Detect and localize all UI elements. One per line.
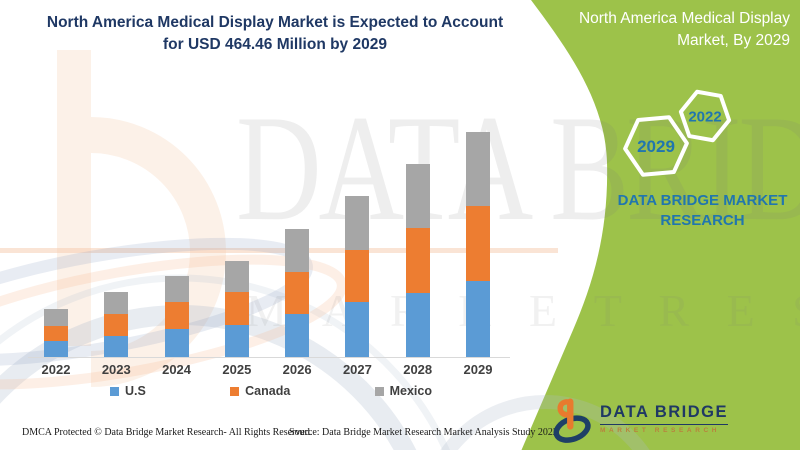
footer-dmca-text: DMCA Protected © Data Bridge Market Rese… (22, 427, 313, 438)
bar-segment-mexico-2026 (285, 229, 310, 272)
x-axis-label-2027: 2027 (342, 362, 372, 377)
bar-segment-us-2025 (224, 324, 249, 358)
x-axis-label-2029: 2029 (463, 362, 493, 377)
legend-item-canada: Canada (230, 384, 290, 398)
bar-segment-us-2026 (285, 314, 310, 358)
legend-item-us: U.S (110, 384, 146, 398)
x-axis-label-2024: 2024 (162, 362, 192, 377)
page-title: North America Medical Display Market is … (40, 12, 510, 57)
bar-2027 (345, 196, 370, 358)
bar-segment-canada-2024 (164, 302, 189, 330)
bar-segment-mexico-2028 (405, 164, 430, 229)
legend-label-mexico: Mexico (389, 384, 432, 398)
bar-segment-canada-2026 (285, 271, 310, 315)
bar-segment-mexico-2022 (44, 309, 68, 326)
bar-segment-canada-2025 (224, 292, 249, 325)
company-logo: DATA BRIDGE MARKET RESEARCH (552, 397, 729, 443)
page-title-line2: for USD 464.46 Million by 2029 (163, 36, 387, 54)
bar-2029 (465, 131, 490, 358)
bar-segment-mexico-2027 (345, 196, 370, 251)
brand-text-line2: RESEARCH (660, 211, 745, 229)
bar-segment-us-2027 (345, 302, 370, 358)
legend-label-canada: Canada (245, 384, 291, 398)
footer-source-text: Source: Data Bridge Market Research Mark… (289, 427, 558, 438)
bar-2023 (104, 292, 129, 358)
bar-segment-canada-2023 (104, 314, 129, 337)
bar-2025 (224, 260, 249, 358)
x-axis-label-2025: 2025 (222, 362, 252, 377)
hexagon-2029-label: 2029 (637, 137, 675, 156)
bar-segment-mexico-2023 (104, 292, 129, 315)
bar-segment-us-2028 (405, 292, 430, 358)
bar-segment-mexico-2029 (465, 131, 490, 207)
bar-2024 (164, 276, 189, 358)
bar-2022 (44, 309, 68, 358)
legend-marker-canada (230, 386, 240, 396)
logo-text-block: DATA BRIDGE MARKET RESEARCH (600, 403, 729, 434)
bar-segment-mexico-2025 (224, 260, 249, 293)
bar-segment-us-2022 (44, 341, 68, 358)
bar-segment-canada-2027 (345, 250, 370, 302)
brand-text: DATA BRIDGE MARKET RESEARCH (600, 191, 800, 230)
chart-plot-area (44, 128, 490, 358)
legend-label-us: U.S (125, 384, 146, 398)
bar-segment-canada-2029 (465, 206, 490, 282)
bar-segment-us-2023 (104, 336, 129, 358)
page-title-line1: North America Medical Display Market is … (46, 14, 504, 31)
x-axis-labels: 2022 2023 2024 2025 2026 2027 2028 2029 (36, 362, 498, 377)
chart-legend: U.S Canada Mexico (110, 384, 432, 398)
bar-segment-us-2024 (164, 329, 189, 358)
bar-segment-us-2029 (465, 281, 490, 358)
brand-text-line1: DATA BRIDGE MARKET (617, 192, 788, 209)
company-logo-icon (553, 398, 591, 443)
bar-segment-mexico-2024 (164, 276, 189, 303)
bar-2026 (285, 229, 310, 358)
side-panel-title-line2: Market, By 2029 (677, 31, 790, 49)
hexagon-2022-label: 2022 (688, 109, 721, 126)
side-panel-title: North America Medical Display Market, By… (552, 8, 790, 51)
bar-segment-canada-2022 (44, 325, 68, 341)
x-axis-label-2022: 2022 (41, 362, 71, 377)
x-axis-label-2023: 2023 (101, 362, 131, 377)
bar-2028 (405, 164, 430, 358)
x-axis-label-2028: 2028 (403, 362, 433, 377)
side-panel-title-line1: North America Medical Display (578, 10, 790, 27)
legend-marker-mexico (374, 386, 384, 396)
x-axis-label-2026: 2026 (282, 362, 312, 377)
legend-marker-us (110, 386, 119, 396)
bar-segment-canada-2028 (405, 228, 430, 293)
hexagon-badges: 2029 2022 (623, 89, 732, 177)
x-axis-line (28, 357, 510, 358)
logo-brand-name: DATA BRIDGE (600, 403, 729, 425)
logo-subtitle: MARKET RESEARCH (600, 427, 721, 434)
legend-item-mexico: Mexico (374, 384, 432, 398)
